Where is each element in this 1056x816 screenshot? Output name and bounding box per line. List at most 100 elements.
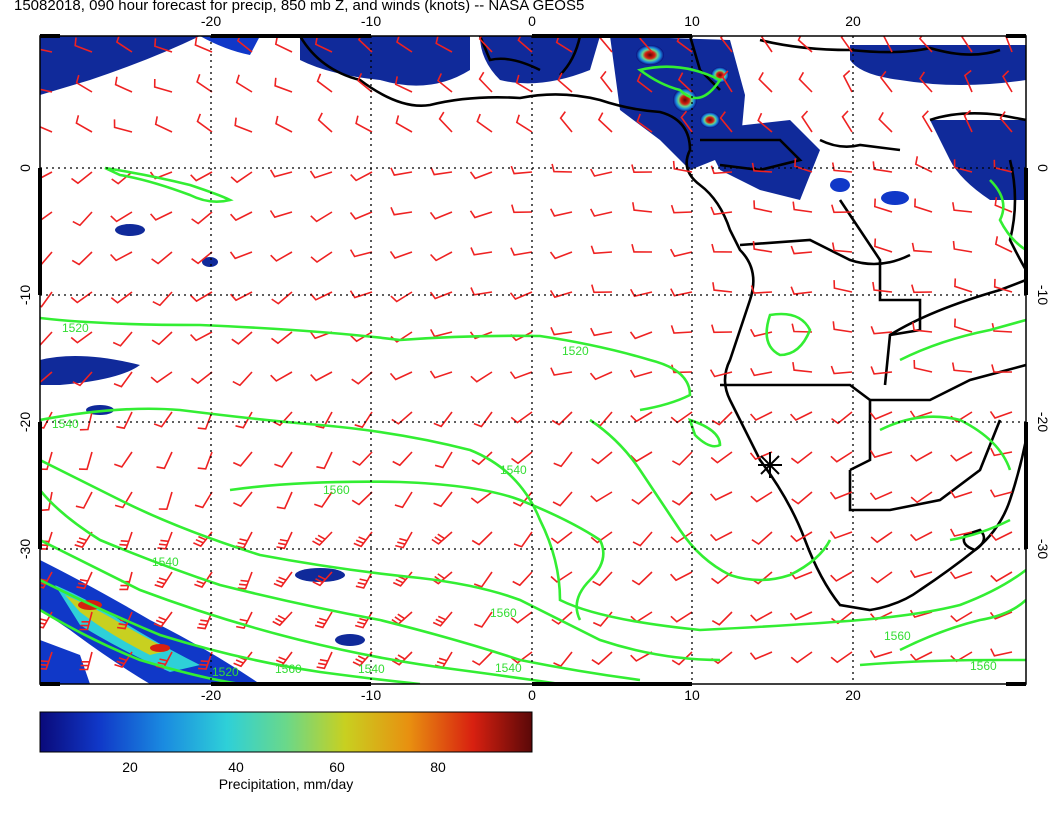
precipitation-shading [40,36,1026,684]
colorbar-tick: 80 [430,759,446,775]
wind-barb [78,451,93,471]
wind-barb [471,531,493,546]
wind-barb [355,571,373,589]
wind-barb [830,571,853,582]
colorbar-label: Precipitation, mm/day [219,776,354,792]
wind-barb [711,411,733,426]
wind-barb [999,111,1013,133]
wind-barb [79,651,93,671]
wind-barb [395,531,413,549]
wind-barb [549,289,573,299]
wind-barb [515,114,533,133]
wind-barb [190,291,213,303]
wind-barb [316,651,333,670]
wind-barb [269,210,293,219]
wind-barb [752,241,773,253]
wind-barb [154,116,173,133]
contour-label: 1520 [212,665,239,679]
wind-barb [870,531,893,544]
wind-barb [352,451,373,466]
wind-barb [993,278,1013,293]
lon-tick-label: -10 [361,13,381,29]
wind-barb [831,242,853,253]
wind-barb [438,111,453,133]
wind-barb [831,411,853,425]
wind-barb [314,36,333,53]
wind-barb [789,611,813,621]
wind-barb [235,74,253,93]
wind-barb [509,371,533,380]
wind-barb [470,491,493,504]
wind-barb [190,331,213,342]
contour-label: 1540 [500,463,527,477]
wind-barb [196,113,213,133]
lat-lon-grid [40,36,1026,684]
wind-barb [71,171,93,185]
wind-barb [1004,36,1013,53]
wind-barb [990,571,1013,583]
wind-barb [753,200,773,213]
wind-barb [631,491,653,505]
contour-label: 1560 [323,483,350,497]
wind-barb [629,331,653,340]
wind-barb [114,491,133,509]
wind-barb [75,491,93,509]
wind-barb [194,36,213,53]
wind-barb [510,411,533,424]
wind-barb [40,651,53,670]
wind-barb [310,211,333,223]
lat-tick-label: -30 [1035,539,1051,559]
wind-barb [831,611,853,625]
wind-barb [842,70,853,93]
wind-barb [870,326,893,335]
wind-barb [114,651,133,669]
wind-barb [392,451,413,467]
wind-barb [274,451,293,468]
wind-barb [79,411,93,431]
wind-barb [437,73,453,93]
wind-barb [70,291,93,304]
wind-barb [749,451,773,461]
wind-barb [629,369,653,378]
wind-barb [113,371,133,388]
wind-barb [910,491,933,504]
wind-barb [672,451,693,466]
wind-barb [869,491,893,501]
wind-barb [912,322,933,333]
wind-barb [232,371,253,387]
wind-barb [553,651,573,668]
wind-barb [114,76,133,93]
wind-barb [790,286,813,295]
wind-barb [911,284,933,294]
wind-barb [914,156,933,173]
wind-barb [590,531,613,544]
wind-barb [40,251,53,267]
wind-barb [515,74,533,93]
wind-barb [478,71,493,93]
wind-barb [711,243,733,253]
wind-barb [79,611,93,631]
wind-barb [597,112,613,133]
wind-barb [353,531,373,548]
wind-barb [750,367,773,377]
wind-barb [670,204,693,214]
wind-barb [513,531,533,548]
lat-ticks-right: 0 -10 -20 -30 [1035,164,1051,559]
wind-barb [952,240,973,253]
wind-barb [510,247,533,256]
wind-barb [150,371,173,384]
wind-barb [549,208,573,217]
wind-barb [954,278,973,293]
location-star-marker [758,452,782,478]
wind-barb [197,451,213,470]
lon-tick-label: 20 [845,13,861,29]
wind-barb [40,291,53,308]
wind-barb [349,249,373,258]
wind-barb [921,110,933,133]
wind-barb [429,291,453,300]
wind-barb [671,491,693,506]
wind-barb [274,77,293,93]
wind-barb [198,651,213,670]
wind-barb [157,531,173,550]
